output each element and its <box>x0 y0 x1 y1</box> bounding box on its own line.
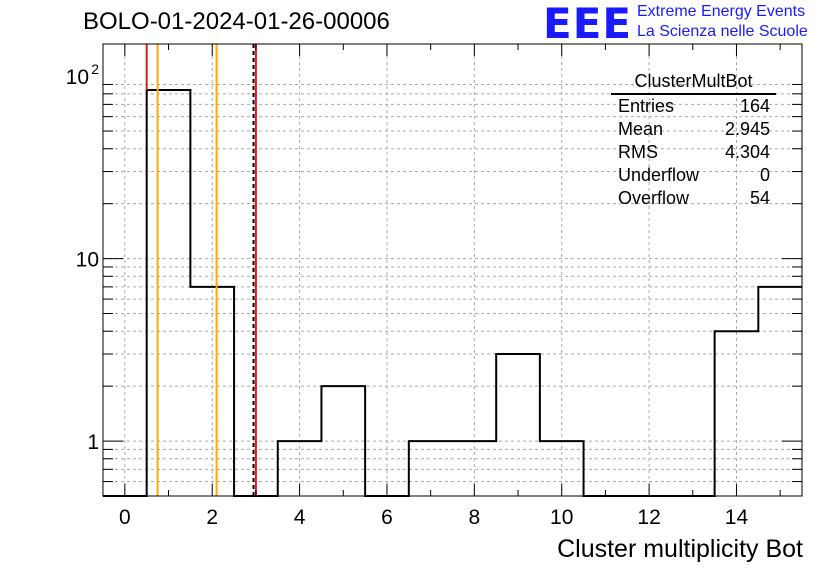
stats-label: Overflow <box>618 188 690 208</box>
x-tick-label: 14 <box>725 506 749 529</box>
stats-label: Underflow <box>618 165 700 185</box>
y-tick-label-exponent: 2 <box>91 61 99 77</box>
x-tick-label: 10 <box>550 506 573 529</box>
stats-value: 164 <box>739 96 770 116</box>
logo-caption: Extreme Energy Events La Scienza nelle S… <box>637 2 808 42</box>
stats-row-entries: Entries 164 <box>611 95 776 118</box>
logo-caption-line1: Extreme Energy Events <box>637 3 806 20</box>
stats-box: ClusterMultBot Entries 164 Mean 2.945 RM… <box>611 70 776 210</box>
stats-label: Entries <box>618 96 675 116</box>
logo-caption-line2: La Scienza nelle Scuole <box>637 23 808 40</box>
chart-title: BOLO-01-2024-01-26-00006 <box>83 8 390 35</box>
x-tick-label: 12 <box>637 506 660 529</box>
stats-value: 0 <box>759 165 770 185</box>
x-tick-label: 4 <box>294 506 306 529</box>
x-axis-title: Cluster multiplicity Bot <box>557 535 803 563</box>
stats-row-rms: RMS 4.304 <box>611 141 776 164</box>
stats-row-underflow: Underflow 0 <box>611 164 776 187</box>
stats-value: 4.304 <box>724 142 770 162</box>
stats-row-overflow: Overflow 54 <box>611 187 776 210</box>
x-tick-label: 6 <box>381 506 393 529</box>
stats-label: Mean <box>618 119 664 139</box>
stats-label: RMS <box>618 142 658 162</box>
plot-frame <box>102 43 803 497</box>
y-tick-label: 10 <box>66 66 89 89</box>
stats-title: ClusterMultBot <box>611 70 776 95</box>
y-tick-label: 1 <box>87 431 99 454</box>
x-tick-label: 8 <box>469 506 481 529</box>
x-tick-label: 0 <box>119 506 131 529</box>
stats-value: 54 <box>749 188 770 208</box>
stats-row-mean: Mean 2.945 <box>611 118 776 141</box>
y-tick-label: 10 <box>76 249 99 272</box>
x-tick-label: 2 <box>206 506 218 529</box>
stats-value: 2.945 <box>724 119 770 139</box>
eee-logo: EEE <box>543 0 633 48</box>
